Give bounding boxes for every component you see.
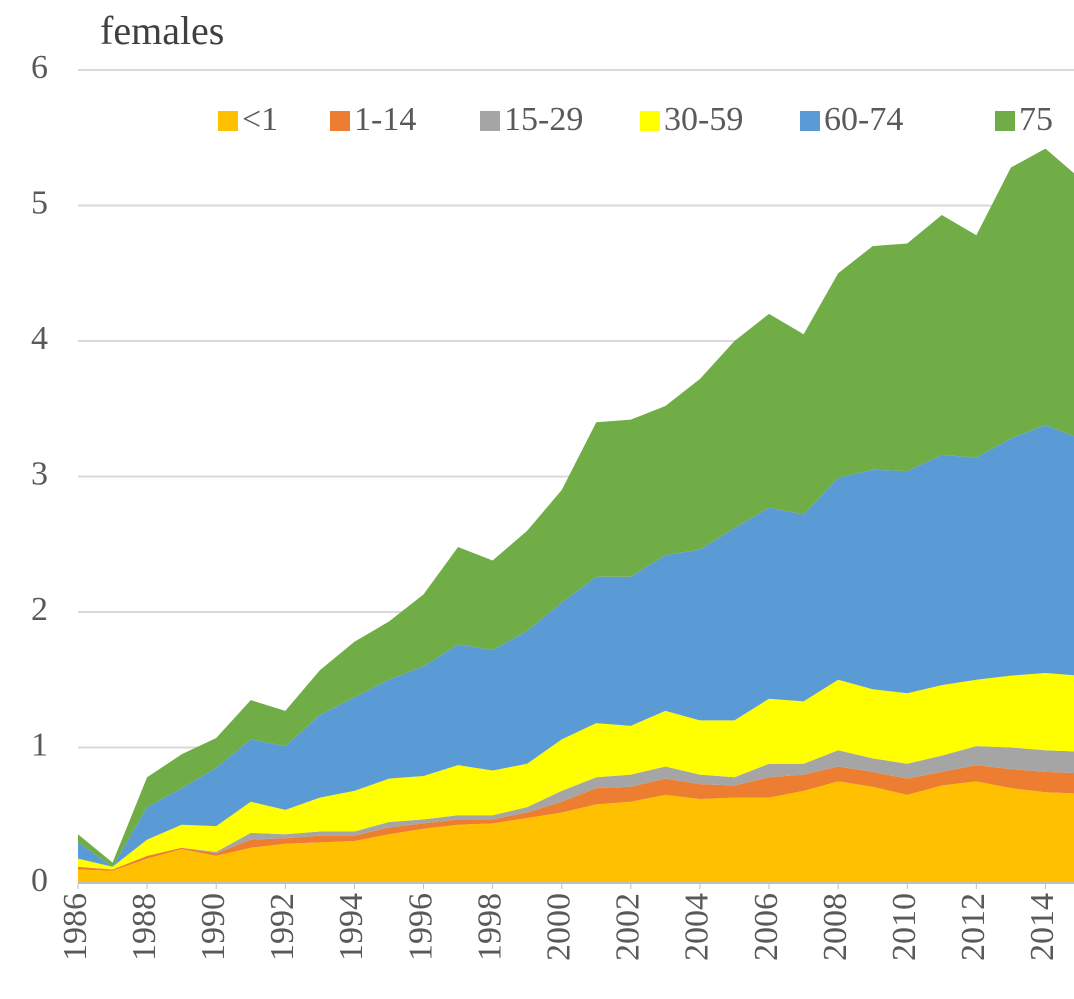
x-tick-label: 1988 bbox=[126, 893, 163, 961]
areas bbox=[78, 148, 1074, 883]
legend-swatch bbox=[995, 111, 1015, 131]
y-tick-label: 1 bbox=[31, 726, 48, 763]
legend-label: <1 bbox=[242, 101, 278, 138]
legend: <1 1-14 15-29 30-59 60-74 75 bbox=[218, 101, 1053, 138]
x-tick-label: 2012 bbox=[955, 893, 992, 961]
x-tick-label: 1996 bbox=[402, 893, 439, 961]
x-tick-label: 1998 bbox=[471, 893, 508, 961]
x-tick-label: 2000 bbox=[541, 893, 578, 961]
y-tick-label: 2 bbox=[31, 591, 48, 628]
area bbox=[78, 781, 1074, 883]
x-tick-label: 2010 bbox=[886, 893, 923, 961]
legend-label: 75 bbox=[1019, 101, 1053, 138]
x-tick-label: 1990 bbox=[195, 893, 232, 961]
area bbox=[78, 746, 1074, 870]
y-tick-label: 3 bbox=[31, 455, 48, 492]
area bbox=[78, 148, 1074, 867]
legend-swatch bbox=[480, 111, 500, 131]
legend-swatch bbox=[800, 111, 820, 131]
x-tick-label: 1992 bbox=[264, 893, 301, 961]
area bbox=[78, 425, 1074, 867]
legend-label: 60-74 bbox=[824, 101, 903, 138]
y-tick-label: 6 bbox=[31, 49, 48, 86]
x-tick-label: 1986 bbox=[57, 893, 94, 961]
y-tick-label: 5 bbox=[31, 184, 48, 221]
legend-swatch bbox=[330, 111, 350, 131]
y-tick-label: 0 bbox=[31, 862, 48, 899]
x-tick-label: 2004 bbox=[679, 893, 716, 961]
legend-label: 15-29 bbox=[504, 101, 583, 138]
x-tick-label: 2014 bbox=[1024, 893, 1061, 961]
x-tick-label: 2008 bbox=[817, 893, 854, 961]
area bbox=[78, 765, 1074, 871]
x-tick-label: 2006 bbox=[748, 893, 785, 961]
legend-label: 1-14 bbox=[354, 101, 416, 138]
legend-swatch bbox=[218, 111, 238, 131]
area bbox=[78, 672, 1074, 870]
y-tick-label: 4 bbox=[31, 320, 48, 357]
axes: 0 1 2 3 4 5 6 1986 1988 1990 1992 1994 1996 1998 2000 2… bbox=[31, 49, 1074, 961]
chart-title: females bbox=[100, 8, 224, 53]
x-tick-label: 1994 bbox=[333, 893, 370, 961]
legend-swatch bbox=[640, 111, 660, 131]
legend-label: 30-59 bbox=[664, 101, 743, 138]
x-tick-label: 2002 bbox=[610, 893, 647, 961]
